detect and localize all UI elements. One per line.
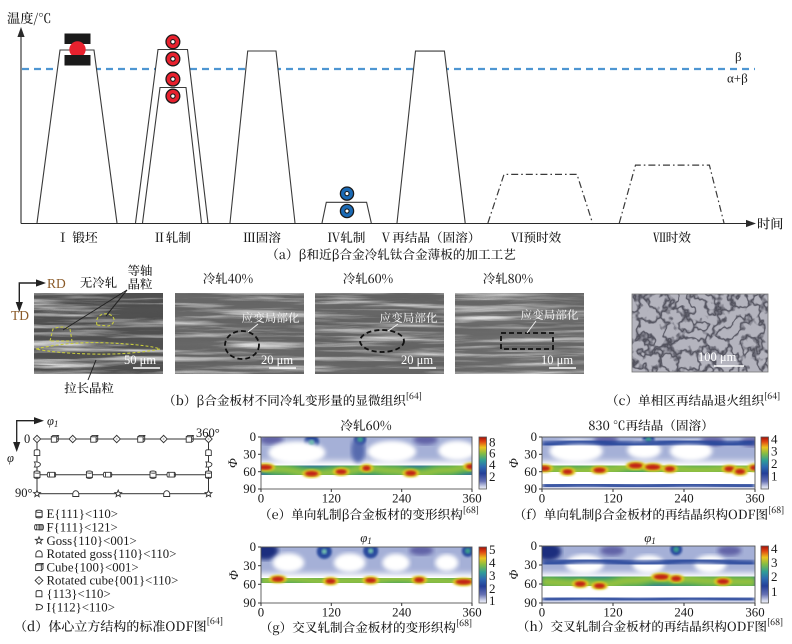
svg-text:φ1: φ1 xyxy=(644,531,656,546)
svg-text:E{111}<110>: E{111}<110> xyxy=(47,507,119,521)
svg-text:4: 4 xyxy=(489,457,496,472)
svg-text:30: 30 xyxy=(243,448,256,462)
svg-text:120: 120 xyxy=(603,492,622,506)
svg-text:φ1: φ1 xyxy=(360,531,372,546)
svg-text:Φ: Φ xyxy=(226,570,241,580)
svg-text:5: 5 xyxy=(489,542,496,557)
svg-text:240: 240 xyxy=(392,606,411,620)
svg-text:Φ: Φ xyxy=(225,458,240,468)
svg-text:{113}<110>: {113}<110> xyxy=(47,587,111,601)
svg-text:2: 2 xyxy=(771,456,778,471)
svg-text:360°: 360° xyxy=(196,426,220,440)
svg-text:1: 1 xyxy=(771,584,778,599)
svg-text:90°: 90° xyxy=(15,486,33,500)
svg-text:0: 0 xyxy=(24,432,30,446)
svg-text:6: 6 xyxy=(489,446,496,461)
svg-text:3: 3 xyxy=(771,444,778,459)
svg-text:RD: RD xyxy=(47,276,66,291)
svg-text:0: 0 xyxy=(531,539,537,553)
svg-text:30: 30 xyxy=(524,448,537,462)
svg-text:0: 0 xyxy=(531,430,537,444)
svg-text:100 μm: 100 μm xyxy=(698,350,737,364)
svg-text:4: 4 xyxy=(771,541,778,556)
svg-text:60: 60 xyxy=(243,578,256,592)
svg-text:240: 240 xyxy=(674,492,693,506)
svg-text:1: 1 xyxy=(771,468,778,483)
svg-text:120: 120 xyxy=(322,492,341,506)
svg-text:0: 0 xyxy=(250,430,256,444)
svg-text:360: 360 xyxy=(462,492,481,506)
svg-text:β: β xyxy=(735,49,742,64)
svg-text:2: 2 xyxy=(771,569,778,584)
svg-text:20 μm: 20 μm xyxy=(261,353,293,367)
svg-text:3: 3 xyxy=(489,568,496,583)
svg-text:TD: TD xyxy=(11,308,29,323)
svg-text:I{112}<110>: I{112}<110> xyxy=(47,600,115,614)
svg-text:3: 3 xyxy=(771,555,778,570)
svg-text:20 μm: 20 μm xyxy=(401,353,433,367)
svg-text:50 μm: 50 μm xyxy=(124,353,156,367)
svg-text:α+β: α+β xyxy=(727,71,748,86)
svg-text:60: 60 xyxy=(524,577,537,591)
svg-text:360: 360 xyxy=(462,606,481,620)
svg-text:φ: φ xyxy=(7,451,14,465)
svg-text:4: 4 xyxy=(489,555,496,570)
svg-text:360: 360 xyxy=(745,606,764,620)
svg-text:30: 30 xyxy=(524,558,537,572)
svg-text:Φ: Φ xyxy=(506,458,521,468)
svg-text:φ1: φ1 xyxy=(47,414,58,429)
svg-text:240: 240 xyxy=(674,606,693,620)
svg-text:120: 120 xyxy=(603,606,622,620)
svg-text:Goss{110}<001>: Goss{110}<001> xyxy=(47,534,137,548)
svg-text:90: 90 xyxy=(243,482,256,496)
svg-text:0: 0 xyxy=(539,606,545,620)
svg-text:0: 0 xyxy=(258,492,264,506)
svg-text:60: 60 xyxy=(524,465,537,479)
svg-text:120: 120 xyxy=(322,606,341,620)
svg-text:0: 0 xyxy=(258,606,264,620)
svg-text:Rotated cube{001}<110>: Rotated cube{001}<110> xyxy=(47,574,179,588)
svg-text:2: 2 xyxy=(489,469,496,484)
svg-text:90: 90 xyxy=(524,596,537,610)
svg-text:4: 4 xyxy=(771,432,778,447)
svg-text:1: 1 xyxy=(489,593,496,608)
svg-text:2: 2 xyxy=(489,581,496,596)
svg-text:Cube{100}<001>: Cube{100}<001> xyxy=(47,560,139,574)
svg-text:240: 240 xyxy=(392,492,411,506)
svg-text:90: 90 xyxy=(243,596,256,610)
svg-text:10 μm: 10 μm xyxy=(541,353,573,367)
svg-text:90: 90 xyxy=(524,482,537,496)
svg-text:0: 0 xyxy=(539,492,545,506)
svg-text:30: 30 xyxy=(243,559,256,573)
svg-text:0: 0 xyxy=(250,540,256,554)
svg-text:F{111}<121>: F{111}<121> xyxy=(47,521,118,535)
svg-text:Φ: Φ xyxy=(506,569,521,579)
svg-text:60: 60 xyxy=(243,465,256,479)
svg-text:360: 360 xyxy=(745,492,764,506)
svg-text:Rotated goss{110}<110>: Rotated goss{110}<110> xyxy=(47,547,177,561)
svg-text:8: 8 xyxy=(489,435,496,450)
